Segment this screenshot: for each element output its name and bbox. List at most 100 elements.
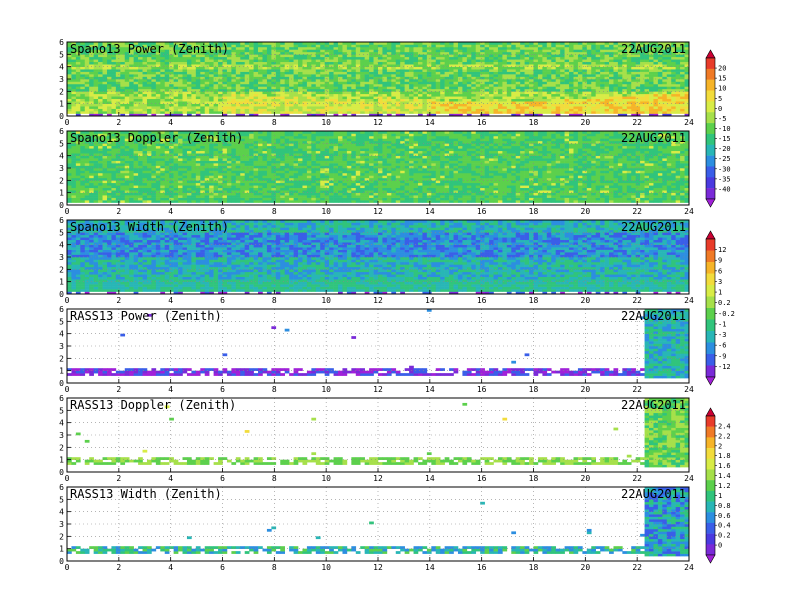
heatmap-cell — [649, 98, 654, 102]
heatmap-cell — [555, 86, 561, 90]
heatmap-cell — [413, 111, 419, 114]
heatmap-cell — [649, 66, 654, 70]
heatmap-cell — [67, 140, 72, 144]
heatmap-cell — [497, 98, 503, 102]
heatmap-cell — [306, 54, 312, 58]
heatmap-cell — [129, 59, 134, 63]
heatmap-cell — [253, 91, 259, 95]
heatmap-cell — [684, 108, 690, 112]
heatmap-cell — [84, 195, 90, 198]
heatmap-cell — [657, 51, 663, 55]
heatmap-cell — [666, 44, 672, 48]
heatmap-cell — [71, 197, 77, 201]
heatmap-cell — [120, 56, 126, 60]
heatmap-cell — [329, 86, 334, 90]
heatmap-cell — [475, 69, 481, 72]
heatmap-cell — [364, 96, 370, 100]
heatmap-cell — [609, 74, 614, 77]
heatmap-cell — [609, 64, 614, 67]
heatmap-cell — [182, 88, 188, 92]
heatmap-cell — [120, 66, 126, 70]
heatmap-cell — [493, 91, 499, 95]
heatmap-cell — [218, 44, 223, 48]
heatmap-cell — [586, 54, 592, 58]
heatmap-cell — [284, 86, 290, 90]
heatmap-cell — [617, 86, 623, 90]
heatmap-cell — [173, 44, 179, 48]
heatmap-cell — [89, 101, 94, 104]
heatmap-cell — [604, 76, 610, 80]
heatmap-cell — [111, 66, 117, 70]
heatmap-cell — [213, 108, 219, 112]
heatmap-cell — [662, 49, 668, 53]
heatmap-cell — [502, 111, 508, 114]
heatmap-cell — [302, 74, 308, 77]
heatmap-cell — [129, 172, 134, 176]
heatmap-cell — [529, 83, 534, 87]
heatmap-cell — [604, 103, 610, 107]
heatmap-cell — [226, 71, 232, 75]
heatmap-cell — [666, 59, 672, 63]
heatmap-cell — [102, 51, 108, 55]
heatmap-cell — [400, 51, 405, 55]
heatmap-cell — [551, 79, 557, 82]
heatmap-cell — [546, 88, 552, 92]
heatmap-cell — [155, 187, 161, 191]
heatmap-cell — [293, 74, 299, 77]
heatmap-cell — [124, 61, 130, 65]
heatmap-cell — [613, 66, 619, 70]
heatmap-cell — [284, 111, 290, 114]
heatmap-cell — [684, 93, 690, 97]
heatmap-cell — [529, 88, 534, 92]
heatmap-cell — [266, 83, 272, 87]
heatmap-cell — [351, 83, 357, 87]
heatmap-cell — [75, 113, 81, 117]
heatmap-cell — [640, 108, 645, 112]
heatmap-cell — [346, 59, 352, 63]
heatmap-cell — [462, 64, 468, 67]
heatmap-cell — [120, 86, 126, 90]
heatmap-cell — [182, 172, 188, 176]
heatmap-cell — [182, 153, 188, 156]
heatmap-cell — [169, 200, 174, 203]
heatmap-cell — [293, 83, 299, 87]
heatmap-cell — [684, 79, 690, 82]
heatmap-cell — [111, 133, 117, 137]
heatmap-cell — [146, 175, 152, 179]
heatmap-cell — [373, 54, 379, 58]
heatmap-cell — [235, 76, 241, 80]
heatmap-cell — [302, 88, 308, 92]
heatmap-cell — [280, 108, 285, 112]
heatmap-cell — [124, 192, 130, 196]
heatmap-cell — [98, 106, 103, 109]
heatmap-cell — [89, 103, 94, 107]
heatmap-cell — [111, 187, 117, 191]
heatmap-cell — [560, 56, 565, 60]
heatmap-cell — [133, 79, 139, 82]
heatmap-cell — [213, 71, 219, 75]
heatmap-cell — [369, 42, 374, 45]
heatmap-cell — [644, 61, 650, 65]
heatmap-cell — [564, 98, 570, 102]
heatmap-cell — [613, 101, 619, 104]
heatmap-cell — [489, 71, 494, 75]
heatmap-cell — [289, 93, 294, 97]
heatmap-cell — [302, 71, 308, 75]
heatmap-cell — [369, 96, 374, 100]
heatmap-cell — [537, 106, 543, 109]
heatmap-cell — [378, 42, 383, 45]
heatmap-cell — [413, 98, 419, 102]
heatmap-cell — [382, 88, 388, 92]
heatmap-cell — [293, 111, 299, 114]
heatmap-cell — [138, 197, 143, 201]
heatmap-cell — [106, 172, 112, 176]
heatmap-cell — [400, 74, 405, 77]
heatmap-cell — [457, 101, 463, 104]
heatmap-cell — [582, 103, 588, 107]
heatmap-cell — [178, 56, 183, 60]
heatmap-cell — [395, 56, 401, 60]
heatmap-cell — [560, 98, 565, 102]
heatmap-cell — [67, 153, 72, 156]
heatmap-cell — [471, 51, 477, 55]
heatmap-cell — [591, 93, 596, 97]
